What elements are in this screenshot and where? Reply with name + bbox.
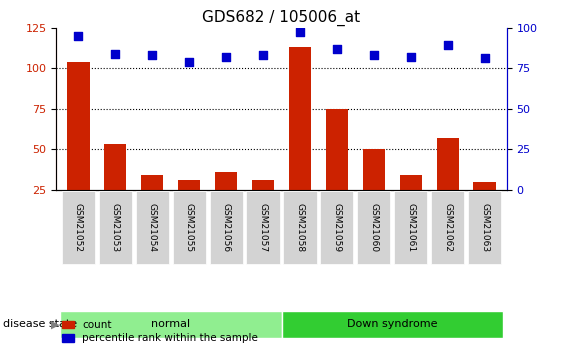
FancyBboxPatch shape xyxy=(468,191,501,264)
FancyBboxPatch shape xyxy=(282,310,503,338)
Bar xyxy=(178,180,200,230)
Title: GDS682 / 105006_at: GDS682 / 105006_at xyxy=(203,10,360,26)
Bar xyxy=(400,175,422,230)
Bar xyxy=(252,180,274,230)
FancyBboxPatch shape xyxy=(283,191,316,264)
FancyBboxPatch shape xyxy=(60,310,282,338)
Point xyxy=(185,59,194,65)
Bar xyxy=(363,149,385,230)
Point xyxy=(369,52,378,58)
FancyBboxPatch shape xyxy=(173,191,206,264)
Legend: count, percentile rank within the sample: count, percentile rank within the sample xyxy=(61,320,258,343)
Text: GSM21056: GSM21056 xyxy=(222,203,231,252)
Point xyxy=(296,30,305,35)
Bar xyxy=(289,47,311,230)
Bar xyxy=(104,144,127,230)
Text: ▶: ▶ xyxy=(51,319,59,329)
Text: GSM21052: GSM21052 xyxy=(74,203,83,252)
FancyBboxPatch shape xyxy=(320,191,354,264)
FancyBboxPatch shape xyxy=(394,191,427,264)
Point xyxy=(406,54,415,60)
Text: disease state: disease state xyxy=(3,319,77,329)
Point xyxy=(332,46,341,51)
Text: normal: normal xyxy=(151,319,190,329)
Text: GSM21054: GSM21054 xyxy=(148,203,157,252)
Point xyxy=(74,33,83,38)
Point xyxy=(111,51,120,56)
Bar xyxy=(436,138,459,230)
Bar xyxy=(473,181,495,230)
Point xyxy=(480,56,489,61)
FancyBboxPatch shape xyxy=(431,191,464,264)
Text: GSM21062: GSM21062 xyxy=(443,203,452,252)
Text: GSM21058: GSM21058 xyxy=(296,203,305,252)
FancyBboxPatch shape xyxy=(99,191,132,264)
Point xyxy=(443,43,452,48)
Bar xyxy=(141,175,163,230)
FancyBboxPatch shape xyxy=(136,191,169,264)
FancyBboxPatch shape xyxy=(357,191,390,264)
FancyBboxPatch shape xyxy=(62,191,95,264)
Bar xyxy=(68,62,90,230)
Point xyxy=(258,52,267,58)
Text: GSM21059: GSM21059 xyxy=(332,203,341,252)
Text: GSM21057: GSM21057 xyxy=(258,203,267,252)
Text: GSM21055: GSM21055 xyxy=(185,203,194,252)
Bar xyxy=(215,172,237,230)
Text: GSM21060: GSM21060 xyxy=(369,203,378,252)
Text: Down syndrome: Down syndrome xyxy=(347,319,437,329)
FancyBboxPatch shape xyxy=(209,191,243,264)
Point xyxy=(222,54,231,60)
FancyBboxPatch shape xyxy=(247,191,280,264)
Text: GSM21063: GSM21063 xyxy=(480,203,489,252)
Text: GSM21061: GSM21061 xyxy=(406,203,415,252)
Bar xyxy=(326,109,348,230)
Point xyxy=(148,52,157,58)
Text: GSM21053: GSM21053 xyxy=(111,203,120,252)
